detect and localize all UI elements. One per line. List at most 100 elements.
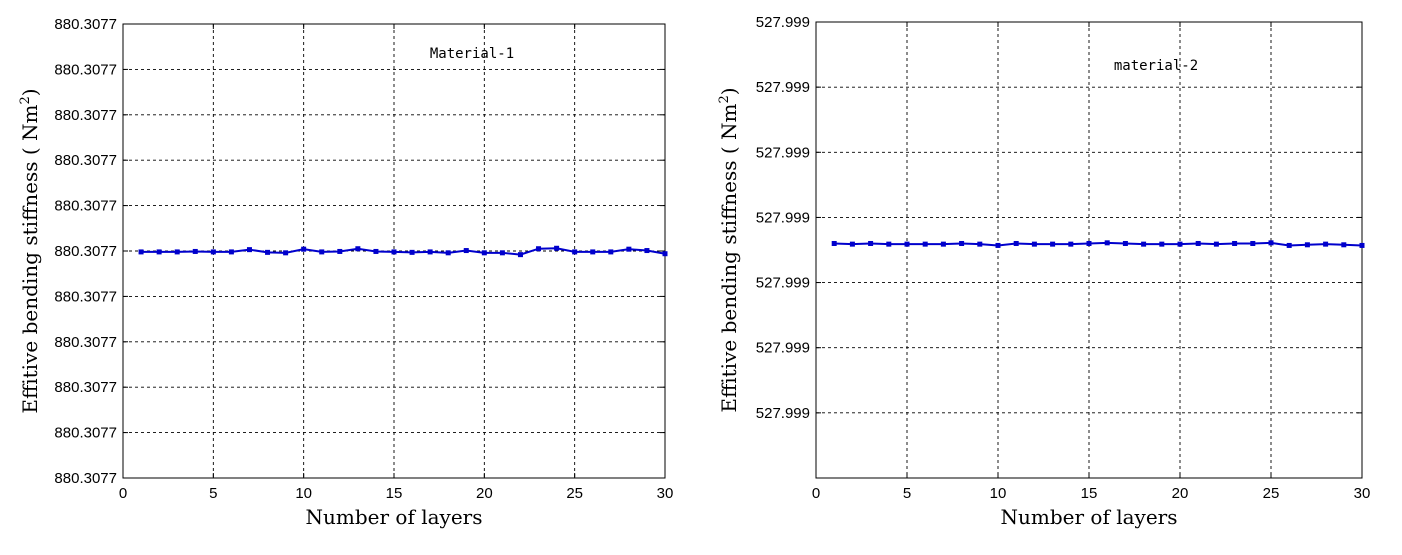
data-point: [1268, 240, 1274, 246]
series-annotation: material-2: [1114, 58, 1198, 74]
data-point: [391, 249, 397, 255]
x-tick-label: 25: [566, 485, 583, 502]
data-point: [959, 240, 965, 246]
y-tick-label: 527.999: [756, 340, 810, 357]
data-point: [1122, 240, 1128, 246]
data-point: [156, 249, 162, 255]
data-point: [481, 250, 487, 256]
y-tick-label: 880.3077: [54, 152, 117, 169]
data-point: [940, 241, 946, 247]
y-tick-label: 527.999: [756, 405, 810, 422]
y-tick-label: 880.3077: [54, 243, 117, 260]
data-point: [1232, 240, 1238, 246]
x-tick-label: 0: [119, 485, 127, 502]
x-tick-label: 10: [990, 485, 1007, 502]
y-tick-label: 880.3077: [54, 288, 117, 305]
data-point: [1141, 241, 1147, 247]
data-point: [1341, 242, 1347, 248]
x-tick-label: 5: [209, 485, 217, 502]
x-axis-title: Number of layers: [1001, 505, 1178, 529]
data-point: [644, 248, 650, 254]
data-point: [319, 249, 325, 255]
y-axis-title-superscript: 2: [18, 96, 33, 104]
y-tick-label: 527.999: [756, 79, 810, 96]
data-point: [174, 249, 180, 255]
data-point: [1177, 241, 1183, 247]
data-point: [977, 241, 983, 247]
data-point: [445, 250, 451, 256]
data-point: [1213, 241, 1219, 247]
data-point: [1359, 242, 1365, 248]
data-point: [831, 240, 837, 246]
data-point: [554, 245, 560, 251]
y-axis-title-main: Effitive bending stiffness ( Nm: [18, 105, 42, 414]
data-point: [1086, 240, 1092, 246]
y-axis-title-superscript: 2: [717, 95, 732, 103]
x-tick-label: 30: [657, 485, 674, 502]
data-point: [626, 246, 632, 252]
y-tick-label: 880.3077: [54, 107, 117, 124]
data-point: [373, 248, 379, 254]
data-point: [246, 247, 252, 253]
data-point: [409, 249, 415, 255]
data-point: [1195, 240, 1201, 246]
y-axis-title: Effitive bending stiffness ( Nm2): [18, 88, 42, 413]
data-point: [1286, 242, 1292, 248]
data-point: [192, 248, 198, 254]
y-tick-label: 880.3077: [54, 198, 117, 215]
data-point: [138, 249, 144, 255]
x-tick-label: 20: [1172, 485, 1189, 502]
data-point: [463, 248, 469, 254]
x-tick-label: 30: [1354, 485, 1371, 502]
data-point: [1068, 241, 1074, 247]
data-point: [886, 241, 892, 247]
data-point: [995, 242, 1001, 248]
y-tick-label: 880.3077: [54, 61, 117, 78]
data-point: [1031, 241, 1037, 247]
y-tick-label: 880.3077: [54, 379, 117, 396]
y-tick-label: 527.999: [756, 14, 810, 31]
x-tick-label: 10: [295, 485, 312, 502]
x-axis-title: Number of layers: [306, 505, 483, 529]
y-tick-label: 527.999: [756, 209, 810, 226]
data-point: [1250, 240, 1256, 246]
data-point: [572, 249, 578, 255]
data-point: [499, 250, 505, 256]
chart-panel-1: 0 5 10 15 20 25 30 880.3077 880.3077 880.3077 880.…: [18, 16, 673, 529]
series-annotation: Material-1: [430, 46, 514, 62]
data-point: [1104, 240, 1110, 246]
data-point: [283, 250, 289, 256]
data-point: [1304, 242, 1310, 248]
y-tick-label: 880.3077: [54, 334, 117, 351]
data-point: [662, 251, 668, 257]
x-tick-label: 15: [386, 485, 403, 502]
y-axis-title-main: Effitive bending stiffness ( Nm: [717, 104, 741, 413]
y-tick-label: 527.999: [756, 275, 810, 292]
x-tick-label: 25: [1263, 485, 1280, 502]
data-point: [1159, 241, 1165, 247]
y-axis-title-end: ): [18, 88, 42, 96]
y-tick-label: 880.3077: [54, 470, 117, 487]
data-point: [355, 246, 361, 252]
data-point: [1050, 241, 1056, 247]
data-point: [922, 241, 928, 247]
y-axis-title: Effitive bending stiffness ( Nm2): [717, 87, 741, 412]
data-point: [265, 249, 271, 255]
data-point: [1013, 240, 1019, 246]
y-tick-label: 880.3077: [54, 425, 117, 442]
data-point: [228, 249, 234, 255]
data-point: [608, 249, 614, 255]
data-point: [849, 241, 855, 247]
data-point: [536, 246, 542, 252]
data-point: [590, 249, 596, 255]
data-point: [517, 252, 523, 258]
y-tick-label: 880.3077: [54, 16, 117, 33]
data-point: [904, 241, 910, 247]
series-line: [834, 241, 1363, 247]
x-tick-label: 0: [812, 485, 820, 502]
series-line: [141, 247, 666, 256]
y-tick-label: 527.999: [756, 144, 810, 161]
data-point: [337, 248, 343, 254]
chart-panel-2: 0 5 10 15 20 25 30 527.999 527.999 527.999 527.999…: [717, 14, 1370, 529]
